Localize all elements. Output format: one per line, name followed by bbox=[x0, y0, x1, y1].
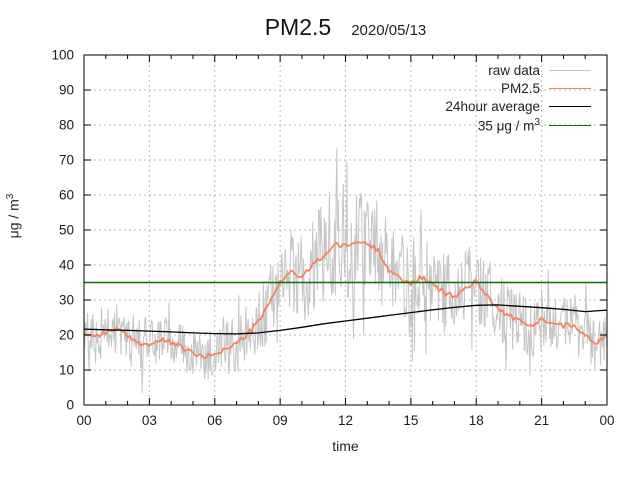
y-tick-label: 50 bbox=[59, 223, 74, 238]
y-tick-label: 100 bbox=[51, 48, 74, 63]
y-tick-label: 10 bbox=[59, 363, 74, 378]
legend-label: 24hour average bbox=[445, 99, 540, 115]
legend: raw data PM2.5 24hour average 35 μg / m3 bbox=[445, 61, 591, 135]
raw-data-line bbox=[84, 148, 607, 394]
y-tick-label: 20 bbox=[59, 328, 74, 343]
y-tick-label: 90 bbox=[59, 83, 74, 98]
x-tick-label: 03 bbox=[142, 413, 157, 428]
x-tick-label: 09 bbox=[273, 413, 288, 428]
y-axis-label: μg / m3 bbox=[5, 156, 27, 276]
y-tick-label: 0 bbox=[66, 398, 74, 413]
y-tick-label: 60 bbox=[59, 188, 74, 203]
legend-line-sample bbox=[549, 106, 591, 108]
x-tick-label: 18 bbox=[469, 413, 484, 428]
legend-label-sup: 3 bbox=[534, 117, 540, 129]
x-tick-label: 15 bbox=[403, 413, 418, 428]
legend-line-sample bbox=[549, 69, 591, 71]
y-tick-label: 30 bbox=[59, 293, 74, 308]
legend-label: raw data bbox=[488, 62, 540, 78]
chart-date: 2020/05/13 bbox=[351, 22, 427, 39]
legend-entry-avg: 24hour average bbox=[445, 98, 591, 116]
legend-entry-pm25: PM2.5 bbox=[501, 79, 591, 97]
legend-entry-threshold: 35 μg / m3 bbox=[478, 116, 591, 134]
chart-title: PM2.5 bbox=[264, 14, 332, 40]
x-axis-label: time bbox=[332, 438, 359, 454]
legend-label: 35 μg / m3 bbox=[477, 117, 540, 134]
y-tick-label: 80 bbox=[59, 118, 74, 133]
y-axis-label-sup: 3 bbox=[5, 193, 16, 200]
x-tick-label: 12 bbox=[338, 413, 353, 428]
legend-line-sample bbox=[549, 124, 591, 126]
chart-title-row: PM2.5 2020/05/13 bbox=[84, 14, 607, 41]
x-tick-label: 00 bbox=[76, 413, 91, 428]
legend-line-sample bbox=[549, 88, 591, 90]
x-tick-label: 06 bbox=[207, 413, 222, 428]
x-tick-label: 00 bbox=[599, 413, 614, 428]
y-tick-label: 40 bbox=[59, 258, 74, 273]
y-tick-label: 70 bbox=[59, 153, 74, 168]
y-axis-label-text: μg / m bbox=[5, 199, 22, 239]
legend-entry-raw: raw data bbox=[488, 61, 591, 79]
pm25-line bbox=[84, 241, 607, 359]
avg-line bbox=[83, 304, 608, 335]
legend-label: PM2.5 bbox=[500, 81, 540, 97]
x-tick-label: 21 bbox=[534, 413, 549, 428]
